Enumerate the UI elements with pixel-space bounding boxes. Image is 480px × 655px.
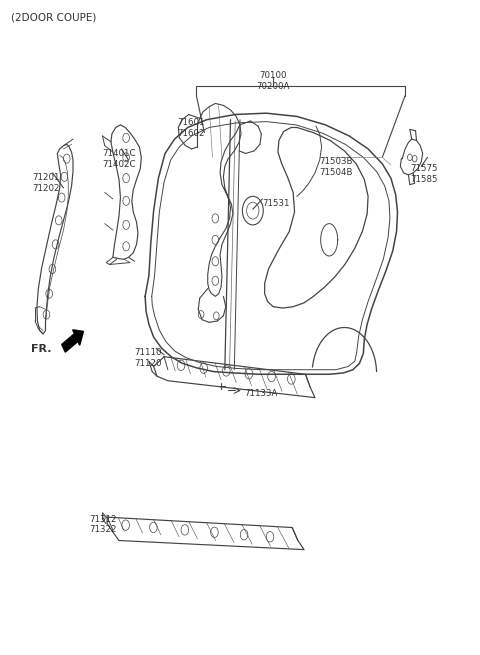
FancyArrow shape xyxy=(62,330,84,352)
Text: 71110
71120: 71110 71120 xyxy=(135,348,162,368)
Text: 71201
71202: 71201 71202 xyxy=(32,173,60,193)
Text: 71133A: 71133A xyxy=(245,389,278,398)
Text: 71401C
71402C: 71401C 71402C xyxy=(102,149,136,168)
Text: (2DOOR COUPE): (2DOOR COUPE) xyxy=(12,12,96,22)
Text: 71601
71602: 71601 71602 xyxy=(178,119,205,138)
Text: FR.: FR. xyxy=(31,344,52,354)
Text: 70100
70200A: 70100 70200A xyxy=(256,71,290,91)
Text: 71312
71322: 71312 71322 xyxy=(89,515,117,534)
Text: 71531: 71531 xyxy=(263,199,290,208)
Text: 71575
71585: 71575 71585 xyxy=(410,164,437,183)
Text: 71503B
71504B: 71503B 71504B xyxy=(320,157,353,177)
